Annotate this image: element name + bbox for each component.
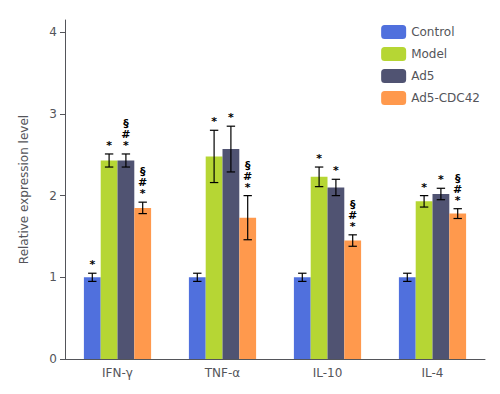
svg-text:*: * [106,139,112,152]
svg-text:*: * [438,173,444,186]
svg-text:Model: Model [411,47,447,61]
svg-text:Ad5-CDC42: Ad5-CDC42 [411,91,480,105]
svg-text:*: * [333,164,339,177]
svg-text:*: * [228,111,234,124]
svg-text:Relative expression level: Relative expression level [17,115,31,264]
svg-text:§: § [123,117,129,130]
svg-text:Ad5: Ad5 [411,69,434,83]
svg-text:0: 0 [49,352,57,366]
svg-text:3: 3 [49,107,57,121]
svg-text:IFN-γ: IFN-γ [102,366,133,380]
svg-text:IL-10: IL-10 [313,366,343,380]
svg-text:§: § [455,172,461,185]
svg-text:§: § [350,198,356,211]
svg-text:2: 2 [49,189,57,203]
svg-text:Control: Control [411,25,454,39]
svg-text:*: * [316,152,322,165]
svg-text:§: § [245,159,251,172]
svg-text:TNF-α: TNF-α [204,366,241,380]
svg-text:*: * [211,115,217,128]
svg-text:*: * [89,258,95,271]
svg-text:1: 1 [49,270,57,284]
svg-text:§: § [140,165,146,178]
svg-text:IL-4: IL-4 [422,366,444,380]
svg-text:4: 4 [49,25,57,39]
svg-text:*: * [421,181,427,194]
